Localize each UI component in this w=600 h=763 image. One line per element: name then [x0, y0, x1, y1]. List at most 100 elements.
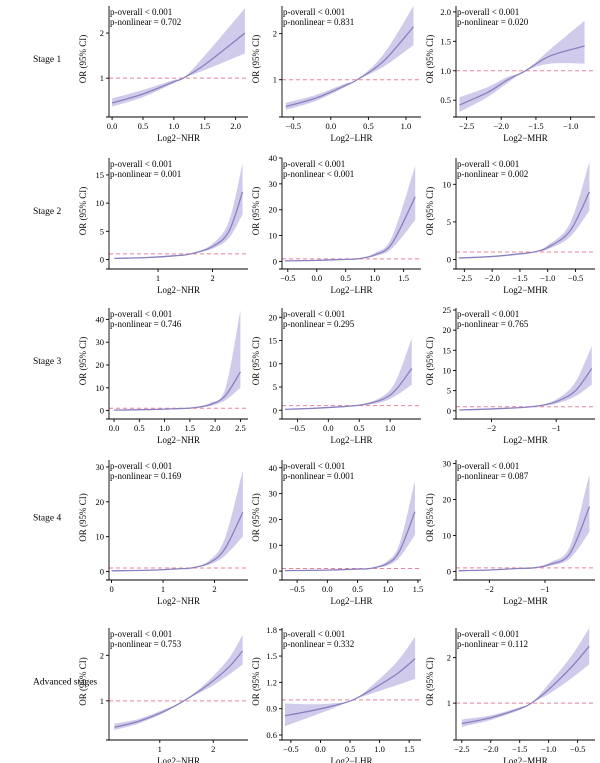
y-tick-label: 2 [273, 29, 277, 39]
x-tick-label: 0.5 [363, 121, 374, 131]
x-tick-label: 0.0 [107, 121, 118, 131]
y-tick-label: 10 [96, 532, 105, 542]
y-tick-label: 5 [273, 382, 277, 392]
x-tick-label: 0.5 [352, 584, 363, 594]
y-tick-label: 2 [100, 650, 104, 660]
x-tick-label: −0.5 [570, 744, 585, 754]
x-axis-label: Log2−MHR [503, 756, 548, 763]
or-curve [114, 371, 241, 411]
chart-panel-3-2: 0 5 10 15 20 −0.5 0.0 0.5 1.0 Log2−LHR OR (95% CI)… [251, 308, 421, 445]
chart-panel-5-2: 0.6 0.9 1.2 1.5 1.8 −0.5 0.0 0.5 1.0 1.5 Log2−LHR O… [251, 625, 421, 763]
or-curve [111, 511, 244, 572]
x-tick-label: −1.0 [541, 744, 556, 754]
p-overall-annotation: p-overall < 0.001 [110, 159, 172, 169]
x-tick-label: 1.0 [374, 744, 385, 754]
y-tick-label: 20 [96, 497, 105, 507]
p-nonlinear-annotation: p-nonlinear = 0.753 [110, 639, 182, 649]
p-overall-annotation: p-overall < 0.001 [110, 629, 172, 639]
y-tick-label: 1 [100, 73, 104, 83]
chart-panel-4-1: 0 10 20 30 0 1 2 Log2−NHR OR (95% CI) p-overall <… [78, 460, 248, 606]
y-tick-label: 10 [96, 198, 105, 208]
x-tick-label: −2.5 [459, 121, 474, 131]
x-tick-label: 1.5 [413, 584, 424, 594]
y-tick-label: 1 [273, 75, 277, 85]
y-tick-label: 25 [443, 305, 452, 315]
x-tick-label: 0.5 [134, 423, 145, 433]
y-tick-label: 0 [273, 256, 277, 266]
y-tick-label: 30 [443, 459, 452, 469]
x-axis-label: Log2−NHR [157, 435, 200, 445]
y-tick-label: 5 [447, 217, 451, 227]
x-tick-label: 1.0 [385, 423, 396, 433]
y-tick-label: 0 [273, 566, 277, 576]
or-curve [458, 191, 591, 259]
x-tick-label: 0.0 [326, 121, 337, 131]
y-axis-label: OR (95% CI) [78, 657, 88, 706]
y-tick-label: 1.5 [266, 651, 277, 661]
x-tick-label: −1.0 [540, 273, 555, 283]
x-axis-label: Log2−MHR [503, 435, 548, 445]
y-tick-label: 0 [447, 406, 451, 416]
p-overall-annotation: p-overall < 0.001 [457, 309, 519, 319]
x-tick-label: 0.5 [138, 121, 149, 131]
y-tick-label: 30 [96, 462, 105, 472]
x-tick-label: 1.0 [159, 423, 170, 433]
or-curve [111, 32, 246, 104]
y-tick-label: 15 [443, 345, 452, 355]
x-tick-label: 2.5 [235, 423, 246, 433]
y-tick-label: 40 [96, 314, 105, 324]
chart-panel-2-1: 0 5 10 15 1 2 Log2−NHR OR (95% CI) p-overall < 0… [78, 158, 248, 295]
chart-panel-4-2: 0 10 20 30 40 −0.5 0.0 0.5 1.0 1.5 Log2−LHR OR (95%… [251, 460, 423, 606]
y-tick-label: 5 [100, 226, 104, 236]
p-nonlinear-annotation: p-nonlinear = 0.702 [110, 17, 181, 27]
x-axis-label: Log2−NHR [157, 756, 200, 763]
x-tick-label: 1.0 [369, 273, 380, 283]
y-tick-label: 20 [96, 360, 105, 370]
x-axis-label: Log2−NHR [157, 596, 200, 606]
confidence-band [459, 346, 592, 411]
p-overall-annotation: p-overall < 0.001 [457, 7, 519, 17]
p-nonlinear-annotation: p-nonlinear = 0.001 [110, 169, 181, 179]
p-overall-annotation: p-overall < 0.001 [110, 309, 172, 319]
x-axis-label: Log2−NHR [157, 133, 200, 143]
x-tick-label: −1.5 [528, 121, 543, 131]
p-overall-annotation: p-overall < 0.001 [110, 7, 172, 17]
y-tick-label: 10 [269, 231, 278, 241]
y-tick-label: 10 [443, 179, 452, 189]
confidence-band [459, 20, 585, 112]
p-nonlinear-annotation: p-nonlinear < 0.001 [283, 169, 354, 179]
or-curve [114, 191, 244, 260]
y-tick-label: 10 [96, 383, 105, 393]
y-tick-label: 2 [100, 28, 104, 38]
x-tick-label: 2.0 [210, 423, 221, 433]
or-curve [461, 645, 590, 725]
y-axis-label: OR (95% CI) [78, 337, 88, 386]
confidence-band [285, 6, 414, 110]
chart-panel-1-3: 0.5 1.0 1.5 2.0 −2.5 −2.0 −1.5 −1.0 Log2−MHR OR (… [425, 6, 595, 143]
p-nonlinear-annotation: p-nonlinear = 0.332 [283, 639, 354, 649]
p-nonlinear-annotation: p-nonlinear = 0.295 [283, 319, 355, 329]
chart-panel-1-1: 1 2 0.0 0.5 1.0 1.5 2.0 Log2−NHR OR (95% CI) p-ov… [78, 6, 248, 143]
y-tick-label: 1.5 [440, 36, 451, 46]
x-tick-label: −2.5 [457, 273, 472, 283]
x-tick-label: 1.5 [185, 423, 196, 433]
x-tick-label: −0.5 [290, 423, 305, 433]
y-axis-label: OR (95% CI) [78, 187, 88, 236]
confidence-band [114, 634, 243, 730]
x-tick-label: 1 [156, 273, 160, 283]
y-axis-label: OR (95% CI) [425, 493, 435, 542]
x-tick-label: −0.5 [280, 273, 295, 283]
p-nonlinear-annotation: p-nonlinear = 0.169 [110, 471, 182, 481]
or-curve [459, 45, 585, 106]
row-label-2: Stage 3 [33, 357, 61, 367]
or-curve [459, 368, 593, 411]
y-tick-label: 0 [100, 406, 104, 416]
y-tick-label: 0 [447, 566, 451, 576]
p-overall-annotation: p-overall < 0.001 [457, 159, 519, 169]
or-curve [285, 511, 416, 572]
x-axis-label: Log2−MHR [503, 596, 548, 606]
p-overall-annotation: p-overall < 0.001 [283, 159, 345, 169]
y-axis-label: OR (95% CI) [425, 35, 435, 84]
x-tick-label: −1 [540, 584, 549, 594]
